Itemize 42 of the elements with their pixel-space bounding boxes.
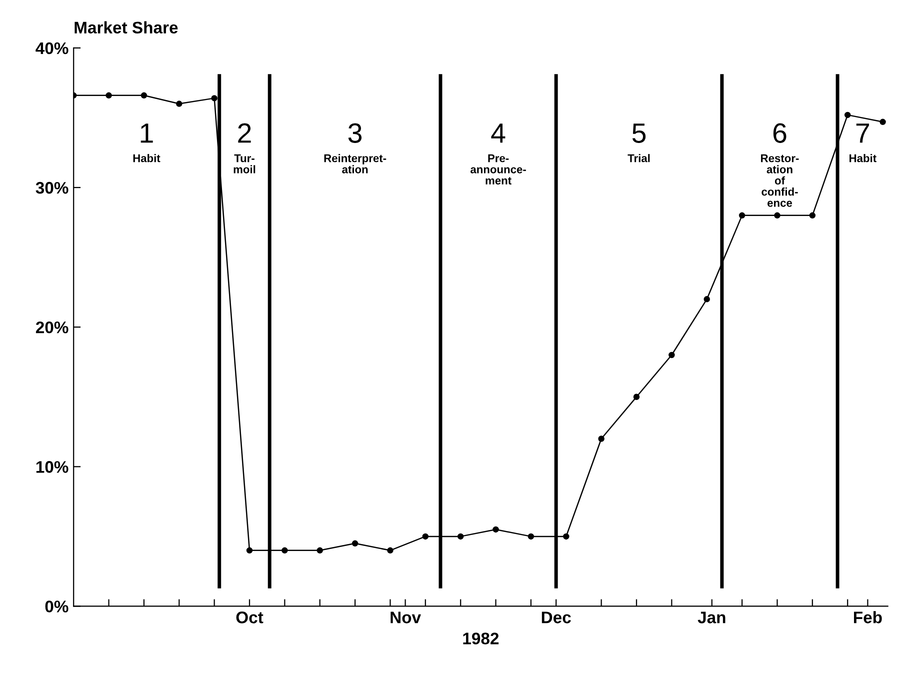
- point: [880, 118, 886, 126]
- point: [352, 540, 358, 547]
- point: [176, 100, 182, 107]
- point: [387, 547, 394, 554]
- y-tick-label: 10%: [36, 461, 68, 473]
- point: [316, 547, 323, 554]
- x-tick-label: Dec: [542, 612, 571, 624]
- point: [563, 533, 570, 540]
- x-axis-title: 1982: [463, 632, 499, 644]
- point: [246, 547, 253, 554]
- point: [457, 533, 464, 540]
- annotation: 6 Restor- ation of confid- ence: [761, 123, 799, 207]
- point: [211, 95, 218, 102]
- x-tick-label: Jan: [698, 612, 726, 624]
- y-axis-title: Market Share: [74, 21, 178, 34]
- point: [774, 212, 780, 219]
- point: [633, 394, 640, 400]
- point: [422, 533, 429, 540]
- annotation: 1 Habit: [133, 124, 160, 162]
- y-tick-label: 40%: [36, 42, 68, 54]
- point: [106, 92, 112, 99]
- x-tick-label: Feb: [854, 611, 882, 624]
- x-tick-label: Nov: [390, 612, 421, 624]
- point: [282, 547, 288, 554]
- annotation: 3 Reinterpret- ation: [324, 123, 386, 174]
- annotation: 2 Tur- moil: [234, 123, 256, 174]
- point: [598, 436, 604, 442]
- point: [528, 533, 534, 540]
- point: [844, 112, 851, 118]
- point: [668, 352, 675, 358]
- x-tick-label: Oct: [236, 612, 264, 624]
- point: [738, 212, 746, 219]
- point: [809, 212, 816, 219]
- y-tick-label: 0%: [45, 600, 68, 612]
- point: [140, 92, 148, 99]
- y-tick-label: 30%: [36, 182, 68, 194]
- y-tick-label: 20%: [36, 321, 68, 334]
- point: [492, 526, 499, 533]
- annotation: 4 Pre- announce- ment: [470, 124, 526, 185]
- annotation: 5 Trial: [628, 124, 650, 162]
- point: [704, 296, 710, 302]
- annotation: 7 Habit: [850, 124, 876, 162]
